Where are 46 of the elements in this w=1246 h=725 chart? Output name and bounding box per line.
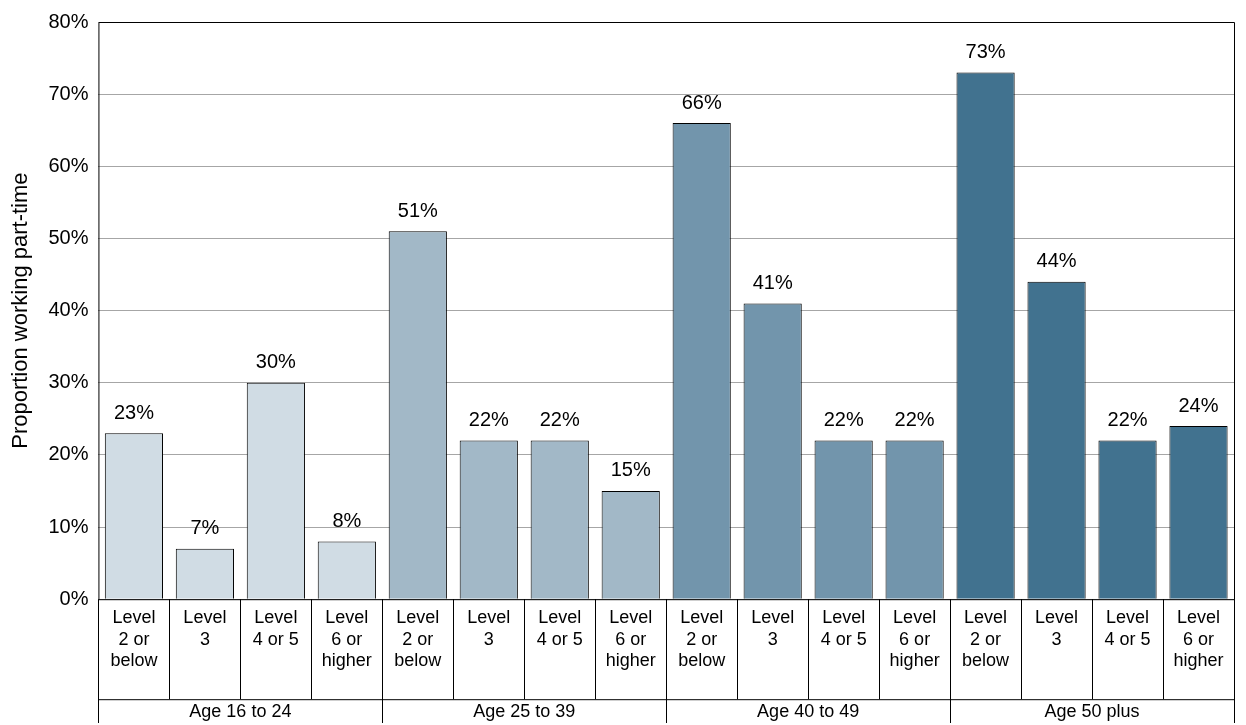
data-label: 15%	[610, 458, 651, 481]
x-tick-label: Level 2 or below	[394, 606, 443, 671]
x-tick-label: Level 4 or 5	[1104, 606, 1151, 649]
text: Age 40 to 49	[757, 701, 860, 722]
y-tick-label: 70%	[48, 81, 89, 104]
data-label: 8%	[332, 509, 362, 531]
x-tick-label: Level 6 or higher	[321, 606, 372, 671]
x-tick-label: Level 6 or higher	[605, 606, 656, 671]
y-tick-label: 0%	[59, 586, 89, 609]
data-label: 22%	[894, 407, 935, 430]
data-label: 22%	[823, 407, 864, 430]
text: Age 25 to 39	[473, 701, 576, 722]
text: Age 50 plus	[1044, 701, 1140, 722]
data-label: 7%	[190, 516, 220, 539]
y-tick-label: 20%	[48, 442, 89, 465]
x-tick-label: Level 3	[183, 606, 227, 649]
data-label: 22%	[539, 407, 580, 430]
data-label: 44%	[1036, 249, 1077, 272]
y-tick-label: 60%	[48, 153, 89, 176]
x-tick-label: Level 2 or below	[678, 606, 727, 671]
x-tick-label: Level 3	[467, 606, 511, 649]
data-label: 22%	[468, 407, 510, 430]
x-tick-label: Level 2 or below	[110, 606, 159, 671]
x-tick-label: Level 6 or higher	[889, 606, 940, 671]
data-label: 22%	[1107, 407, 1148, 430]
data-label: 24%	[1178, 393, 1219, 416]
x-tick-label: Level 3	[751, 606, 795, 649]
data-label: 41%	[752, 270, 793, 293]
y-tick-label: 40%	[48, 298, 89, 321]
data-label: 30%	[255, 350, 297, 373]
data-label: 73%	[965, 40, 1006, 63]
y-tick-label: 30%	[48, 370, 89, 393]
x-tick-label: Level 6 or higher	[1173, 606, 1224, 671]
data-label: 66%	[681, 90, 722, 113]
y-tick-label: 80%	[48, 9, 89, 32]
x-tick-label: Level 4 or 5	[252, 606, 299, 649]
y-tick-label: 10%	[48, 514, 89, 537]
x-tick-label: Level 4 or 5	[820, 606, 867, 649]
text: Age 16 to 24	[189, 701, 292, 722]
y-tick-label: 50%	[48, 225, 89, 248]
data-label: 51%	[397, 198, 439, 221]
y-axis-title: Proportion working part-time	[7, 172, 33, 449]
x-tick-label: Level 4 or 5	[536, 606, 583, 649]
data-label: 23%	[113, 400, 155, 423]
x-tick-label: Level 2 or below	[962, 606, 1011, 671]
x-tick-label: Level 3	[1035, 606, 1079, 649]
